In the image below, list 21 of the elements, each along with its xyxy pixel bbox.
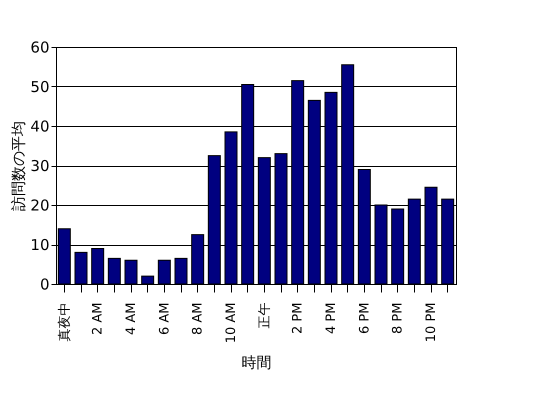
y-tick-label: 30 (30, 157, 50, 175)
x-axis-title: 時間 (242, 353, 272, 372)
x-tick-label: 6 PM (357, 302, 372, 334)
x-tick-label: 2 AM (90, 302, 106, 336)
x-tick-label: 2 PM (290, 302, 306, 334)
y-tick-label: 50 (30, 78, 50, 96)
y-tick-label: 10 (30, 236, 50, 254)
y-axis-title: 訪問数の平均 (9, 121, 28, 211)
x-tick-label: 8 AM (190, 302, 206, 336)
x-tick-label: 4 PM (324, 302, 339, 334)
x-tick-label: 4 AM (124, 302, 139, 336)
y-tick-label: 0 (40, 276, 50, 294)
x-tick-label: 10 AM (224, 302, 239, 344)
x-tick-label: 真夜中 (56, 302, 72, 342)
y-tick-label: 20 (30, 196, 50, 214)
x-tick-label: 6 AM (157, 302, 172, 336)
x-tick-label: 正午 (257, 302, 272, 328)
y-tick-label: 60 (30, 38, 50, 56)
y-tick-label: 40 (30, 118, 50, 136)
x-tick-label: 8 PM (390, 302, 406, 334)
x-tick-label: 10 PM (424, 302, 439, 342)
